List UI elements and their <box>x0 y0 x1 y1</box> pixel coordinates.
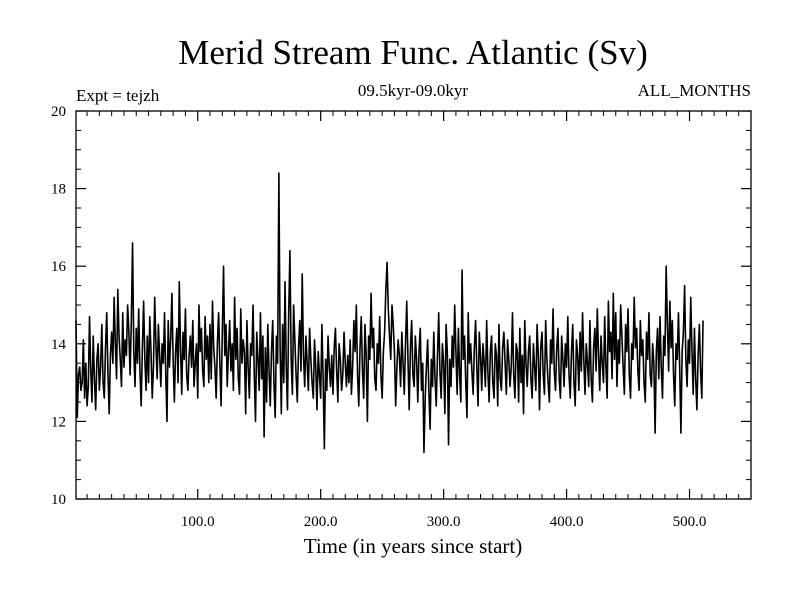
experiment-label: Expt = tejzh <box>76 86 160 105</box>
x-tick-label: 100.0 <box>181 514 215 530</box>
y-tick-label: 18 <box>51 182 66 198</box>
y-tick-labels: 10 12 14 16 18 20 <box>51 104 67 508</box>
y-tick-label: 16 <box>51 259 67 275</box>
y-tick-label: 20 <box>51 104 66 120</box>
x-axis-label: Time (in years since start) <box>304 534 523 558</box>
x-tick-label: 200.0 <box>304 514 338 530</box>
y-tick-label: 12 <box>51 414 66 430</box>
x-tick-label: 400.0 <box>550 514 584 530</box>
months-label: ALL_MONTHS <box>638 81 751 100</box>
time-range-label: 09.5kyr-09.0kyr <box>358 81 468 100</box>
y-tick-label: 10 <box>51 492 66 508</box>
chart-title: Merid Stream Func. Atlantic (Sv) <box>178 33 648 72</box>
x-tick-label: 300.0 <box>427 514 461 530</box>
series-line <box>75 172 704 454</box>
plot-frame <box>75 110 752 500</box>
axis-ticks <box>76 110 752 500</box>
y-tick-label: 14 <box>51 337 67 353</box>
x-tick-labels: 100.0 200.0 300.0 400.0 500.0 <box>181 514 707 530</box>
x-tick-label: 500.0 <box>673 514 707 530</box>
